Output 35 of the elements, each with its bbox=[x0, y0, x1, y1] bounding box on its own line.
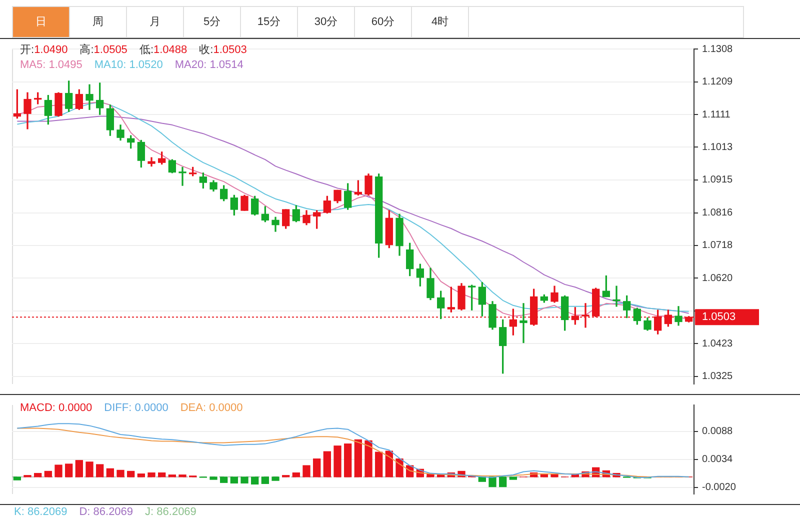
text: DEA: 0.0000 bbox=[180, 402, 243, 414]
text: 周 bbox=[70, 7, 127, 37]
y-tick-label: 1.0718 bbox=[702, 240, 734, 252]
text: D: 86.2069 bbox=[79, 506, 134, 518]
text: 5分 bbox=[184, 7, 241, 37]
y-tick-label: -0.0020 bbox=[702, 482, 736, 494]
y-tick-label: 1.1013 bbox=[702, 142, 734, 153]
text: 日 bbox=[13, 7, 70, 37]
text: 4时 bbox=[412, 7, 469, 37]
text: 15分 bbox=[241, 7, 298, 37]
text: K: 86.2069 bbox=[14, 506, 68, 518]
text: MA20: 1.0514 bbox=[174, 59, 244, 71]
y-tick-label: 1.0816 bbox=[702, 208, 734, 219]
y-tick-label: 1.0915 bbox=[702, 174, 734, 186]
text: MA5: 1.0495 bbox=[20, 59, 82, 71]
annotation: 收:1.0503 bbox=[199, 44, 247, 56]
text: 30分 bbox=[298, 7, 355, 37]
y-tick-label: 1.1111 bbox=[702, 109, 731, 120]
annotation: 低:1.0488 bbox=[139, 44, 188, 56]
ref-line-label: 1.0503 bbox=[702, 311, 736, 324]
y-tick-label: 1.0423 bbox=[702, 338, 734, 350]
y-tick-label: 1.0325 bbox=[702, 371, 734, 382]
annotation: 高:1.0505 bbox=[80, 44, 128, 56]
text: 60分 bbox=[355, 7, 412, 37]
series-label: DIFF: 0.0000 bbox=[104, 402, 168, 414]
text: J: 86.2069 bbox=[145, 506, 196, 518]
text: 月 bbox=[127, 7, 184, 37]
y-tick-label: 1.1209 bbox=[702, 76, 734, 88]
y-tick-label: 1.0620 bbox=[702, 272, 734, 284]
y-tick-label: 0.0088 bbox=[702, 426, 734, 438]
annotation: 开:1.0490 bbox=[20, 44, 68, 56]
text: MACD: 0.0000 bbox=[20, 402, 92, 414]
text: MA10: 1.0520 bbox=[94, 59, 163, 71]
y-tick-label: 1.1308 bbox=[702, 44, 734, 55]
y-tick-label: 0.0034 bbox=[702, 454, 734, 466]
